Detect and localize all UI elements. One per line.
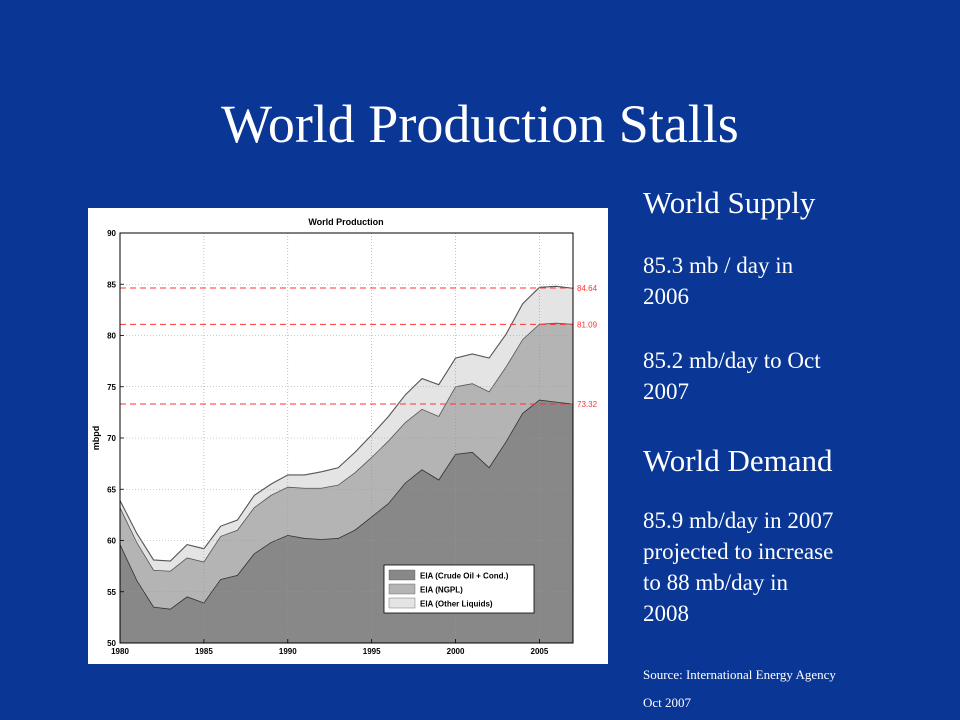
series-lines-group: [119, 285, 574, 610]
slide-title: World Production Stalls: [221, 94, 739, 154]
y-tick-label-60: 60: [107, 537, 116, 546]
y-tick-label-50: 50: [107, 639, 116, 648]
supply-2007-text: 85.2 mb/day to Oct 2007: [643, 345, 943, 407]
supply-2006-line-1: 85.3 mb / day in: [643, 253, 794, 278]
supply-2007-line-1: 85.2 mb/day to Oct: [643, 348, 821, 373]
supply-2006-line-2: 2006: [643, 284, 689, 309]
tick-labels-group: 1980 1985 1990 1995 2000 2005 50 55 60 65 70 75 80 85…: [107, 229, 549, 656]
y-axis-label: mbpd: [91, 426, 101, 451]
supply-heading: World Supply: [643, 185, 816, 220]
x-tick-label-1990: 1990: [279, 647, 297, 656]
demand-line-3: to 88 mb/day in: [643, 570, 789, 595]
y-tick-label-65: 65: [107, 485, 116, 494]
y-tick-label-80: 80: [107, 332, 116, 341]
grid-group: [120, 233, 573, 643]
demand-text: 85.9 mb/day in 2007 projected to increas…: [643, 505, 943, 629]
x-tick-label-1980: 1980: [111, 647, 129, 656]
x-tick-label-2000: 2000: [447, 647, 465, 656]
series-line-1: [119, 322, 574, 572]
demand-block: World Demand: [643, 443, 943, 479]
x-tick-label-1985: 1985: [195, 647, 213, 656]
source-line-1: Source: International Energy Agency: [643, 667, 836, 682]
y-tick-label-55: 55: [107, 588, 116, 597]
chart-svg: 84.64 81.09 73.32 1980 1985 1990 1995 2000 2005…: [91, 217, 598, 656]
y-tick-label-90: 90: [107, 229, 116, 238]
side-panel: World Supply: [643, 185, 943, 221]
world-production-chart: 84.64 81.09 73.32 1980 1985 1990 1995 2000 2005…: [88, 208, 608, 664]
source-text: Source: International Energy Agency Oct …: [643, 661, 943, 717]
y-tick-label-85: 85: [107, 280, 116, 289]
series-line-2: [119, 285, 574, 562]
legend-label-0: EIA (Crude Oil + Cond.): [420, 572, 509, 581]
legend-swatch-0: [388, 569, 416, 581]
supply-2006-text: 85.3 mb / day in 2006: [643, 250, 943, 312]
source-line-2: Oct 2007: [643, 695, 692, 710]
reference-label-0: 84.64: [577, 284, 598, 293]
x-tick-label-1995: 1995: [363, 647, 381, 656]
series-line-0: [119, 399, 574, 610]
reference-label-1: 81.09: [577, 320, 598, 329]
demand-heading: World Demand: [643, 443, 833, 478]
supply-2007-line-2: 2007: [643, 379, 689, 404]
legend-label-1: EIA (NGPL): [420, 586, 463, 595]
demand-line-1: 85.9 mb/day in 2007: [643, 508, 834, 533]
y-tick-label-70: 70: [107, 434, 116, 443]
legend-label-2: EIA (Other Liquids): [420, 600, 493, 609]
demand-line-2: projected to increase: [643, 539, 834, 564]
legend: EIA (Crude Oil + Cond.) EIA (NGPL) EIA (Ot…: [383, 564, 535, 614]
legend-swatch-2: [388, 597, 416, 609]
chart-title: World Production: [308, 217, 383, 227]
demand-line-4: 2008: [643, 601, 689, 626]
x-tick-label-2005: 2005: [531, 647, 549, 656]
y-tick-label-75: 75: [107, 383, 116, 392]
reference-lines-group: 84.64 81.09 73.32: [120, 284, 598, 409]
reference-label-2: 73.32: [577, 400, 598, 409]
legend-swatch-1: [388, 583, 416, 595]
